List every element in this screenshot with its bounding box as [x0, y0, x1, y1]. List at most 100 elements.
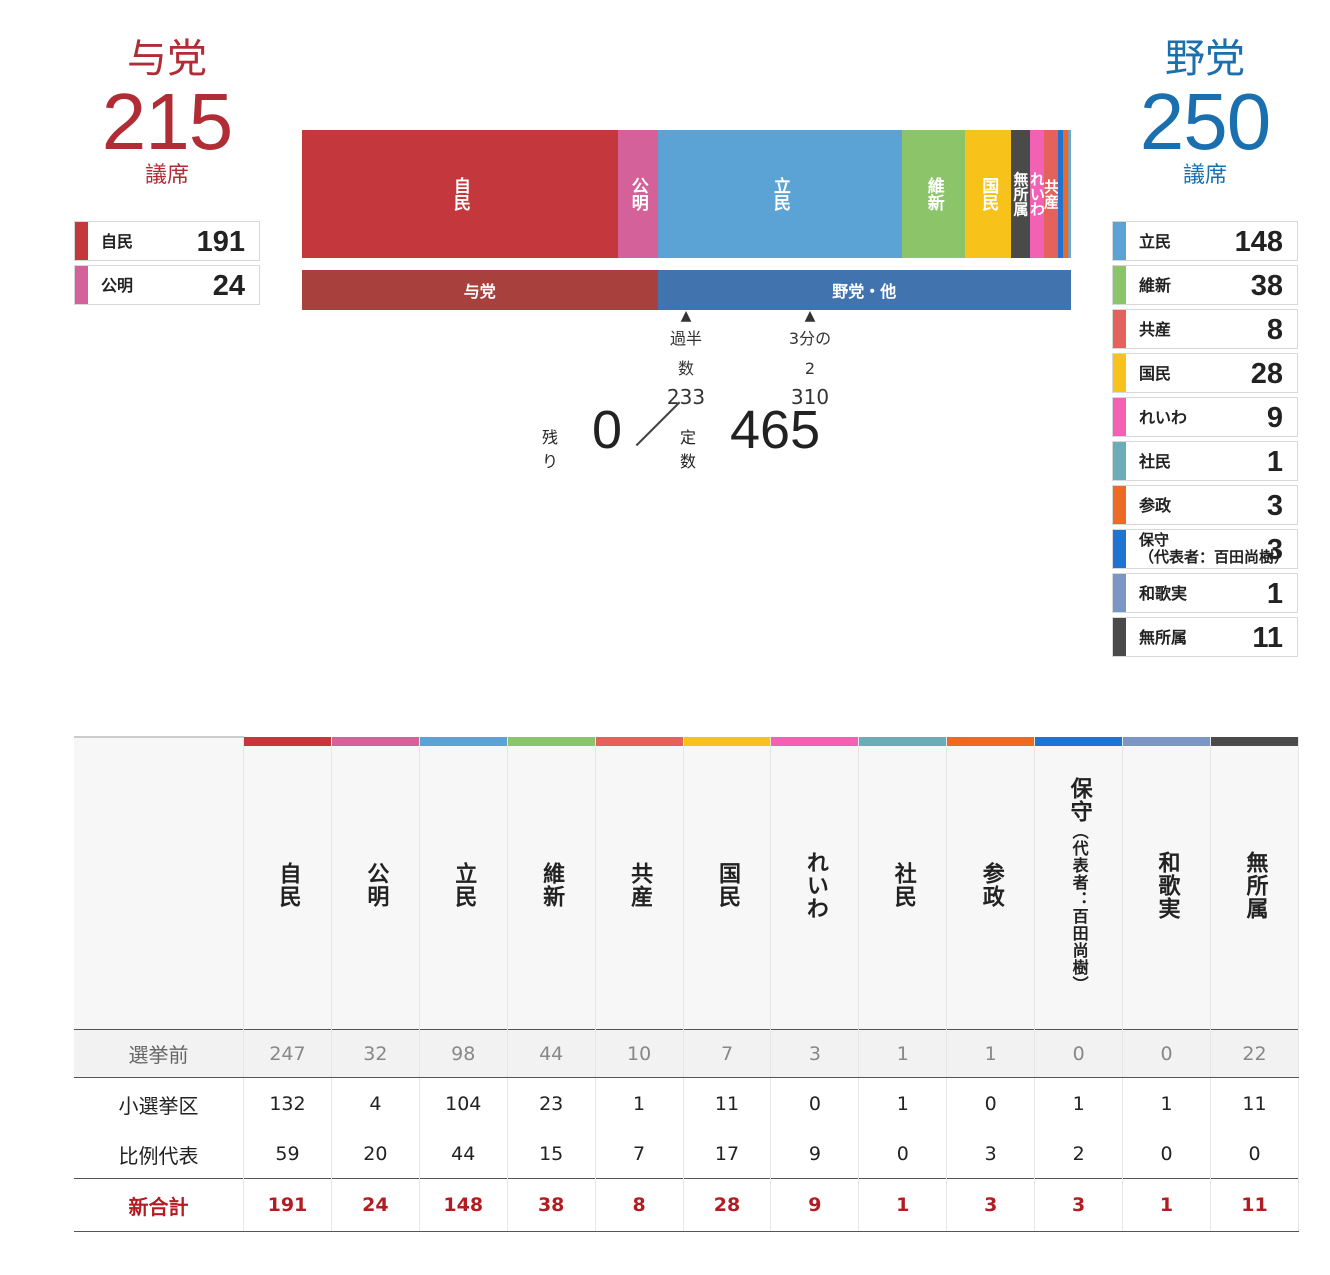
seat-segment: れいわ — [1029, 130, 1045, 258]
column-header: 自民 — [243, 737, 332, 1030]
column-header-label: れいわ — [802, 851, 828, 920]
column-header: 社民 — [858, 737, 948, 1030]
column-header-name: 国民 — [714, 862, 740, 908]
party-item: 共産 8 — [1112, 309, 1298, 349]
majority-marker: ▲ 過半 数 233 — [646, 308, 726, 410]
table-cell: 44 — [419, 1130, 508, 1179]
table-cell: 1 — [1034, 1077, 1124, 1130]
ruling-bloc-name: 与党 — [127, 36, 207, 82]
column-header-label: 和歌実 — [1154, 851, 1180, 920]
table-row: 選挙前 247 32 98 44 10 7 3 1 1 0 0 22 — [74, 1029, 1300, 1078]
table-header-row: 自民 公明 立民 維新 共産 国民 れいわ 社民 参政 保守（代表者：百田尚樹） 和歌実 無所属 — [74, 736, 1300, 1030]
column-header-name: 維新 — [539, 862, 565, 908]
column-header: 和歌実 — [1122, 737, 1211, 1030]
party-color-swatch — [1113, 354, 1126, 392]
column-header: 保守（代表者：百田尚樹） — [1034, 737, 1124, 1030]
seat-stacked-bar: 自民 公明 立民 維新 国民 無所属 れいわ 共産 — [302, 130, 1071, 258]
party-item: 社民 1 — [1112, 441, 1298, 481]
party-name: 立民 — [1139, 232, 1171, 252]
column-color-bar — [1210, 737, 1298, 746]
column-header-subname: （代表者：百田尚樹） — [1069, 823, 1089, 993]
ruling-bloc-unit: 議席 — [144, 163, 189, 188]
opposition-bloc-unit: 議席 — [1182, 163, 1227, 188]
two-thirds-marker: ▲ 3分の 2 310 — [770, 308, 850, 410]
column-header: 国民 — [683, 737, 772, 1030]
table-cell: 1 — [858, 1178, 948, 1232]
table-cell: 22 — [1210, 1029, 1300, 1078]
table-cell: 4 — [331, 1077, 420, 1130]
party-color-swatch — [1113, 486, 1126, 524]
table-cell: 17 — [683, 1130, 772, 1179]
table-cell: 3 — [770, 1029, 860, 1078]
seat-segment-label: れいわ — [1029, 171, 1045, 217]
column-color-bar — [771, 737, 859, 746]
party-name-text: 無所属 — [1139, 628, 1188, 647]
column-header: 無所属 — [1210, 737, 1300, 1030]
table-cell: 28 — [683, 1178, 772, 1232]
table-cell: 9 — [770, 1178, 860, 1232]
column-color-bar — [507, 737, 595, 746]
two-thirds-label-1: 3分の — [788, 329, 832, 348]
party-name-text: 国民 — [1139, 364, 1172, 383]
ruling-bloc-total: 215 — [101, 77, 233, 166]
results-table: 自民 公明 立民 維新 共産 国民 れいわ 社民 参政 保守（代表者：百田尚樹） 和歌実 無所属 選挙… — [74, 736, 1300, 1232]
remaining-label: 残り — [542, 428, 559, 471]
party-name: 共産 — [1139, 320, 1171, 340]
table-cell: 1 — [1122, 1178, 1211, 1232]
column-color-bar — [331, 737, 419, 746]
column-header-name: 和歌実 — [1154, 850, 1180, 920]
party-name-text: 共産 — [1139, 320, 1172, 339]
table-cell: 24 — [331, 1178, 420, 1232]
column-header-label: 参政 — [978, 862, 1004, 908]
party-name: 和歌実 — [1139, 584, 1187, 604]
table-cell: 0 — [858, 1130, 948, 1179]
column-header-name: 保守 — [1066, 777, 1092, 823]
party-name-text: 公明 — [101, 276, 134, 295]
seat-segment-label: 無所属 — [1011, 171, 1030, 217]
column-color-bar — [419, 737, 507, 746]
party-item: 公明 24 — [74, 265, 260, 305]
fixed-seats-value: 465 — [730, 400, 821, 460]
table-row: 比例代表 59 20 44 15 7 17 9 0 3 2 0 0 — [74, 1130, 1300, 1179]
seat-segment-label: 国民 — [978, 177, 999, 211]
table-cell: 3 — [1034, 1178, 1124, 1232]
opposition-bloc-total: 250 — [1139, 77, 1271, 166]
party-seats: 9 — [1266, 402, 1283, 434]
table-cell: 0 — [1122, 1029, 1211, 1078]
party-name-text: 保守 — [1139, 531, 1170, 549]
party-name-text: 参政 — [1139, 496, 1172, 515]
table-cell: 1 — [595, 1077, 684, 1130]
table-cell: 1 — [858, 1029, 948, 1078]
party-name: 国民 — [1139, 364, 1171, 384]
party-seats: 1 — [1266, 578, 1283, 610]
party-seats: 38 — [1250, 270, 1283, 302]
seat-segment-label: 自民 — [449, 177, 470, 211]
seat-segment: 立民 — [657, 130, 903, 258]
table-cell: 98 — [419, 1029, 508, 1078]
party-name: 自民 — [101, 232, 133, 252]
table-cell: 11 — [1210, 1077, 1300, 1130]
seat-segment: 無所属 — [1011, 130, 1030, 258]
party-color-swatch — [75, 222, 88, 260]
table-cell: 11 — [1210, 1178, 1300, 1232]
party-color-swatch — [1113, 266, 1126, 304]
column-header-label: 公明 — [362, 862, 388, 908]
seat-segment: 国民 — [965, 130, 1012, 258]
column-color-bar — [1035, 737, 1123, 746]
party-seats: 3 — [1266, 534, 1283, 566]
party-name-text: 維新 — [1139, 276, 1172, 295]
column-header-label: 自民 — [274, 862, 300, 908]
table-cell: 7 — [683, 1029, 772, 1078]
remaining-slash: ／ — [634, 398, 683, 454]
table-cell: 9 — [770, 1130, 860, 1179]
majority-value: 233 — [666, 385, 706, 409]
seat-segment — [1057, 130, 1063, 258]
table-cell: 38 — [507, 1178, 596, 1232]
party-name-text: 社民 — [1139, 452, 1172, 471]
party-seats: 3 — [1266, 490, 1283, 522]
party-name: 無所属 — [1139, 628, 1187, 648]
table-cell: 1 — [858, 1077, 948, 1130]
party-color-swatch — [1113, 222, 1126, 260]
party-name: 保守 （代表者：百田尚樹） — [1139, 532, 1289, 566]
party-seats: 191 — [196, 226, 245, 258]
